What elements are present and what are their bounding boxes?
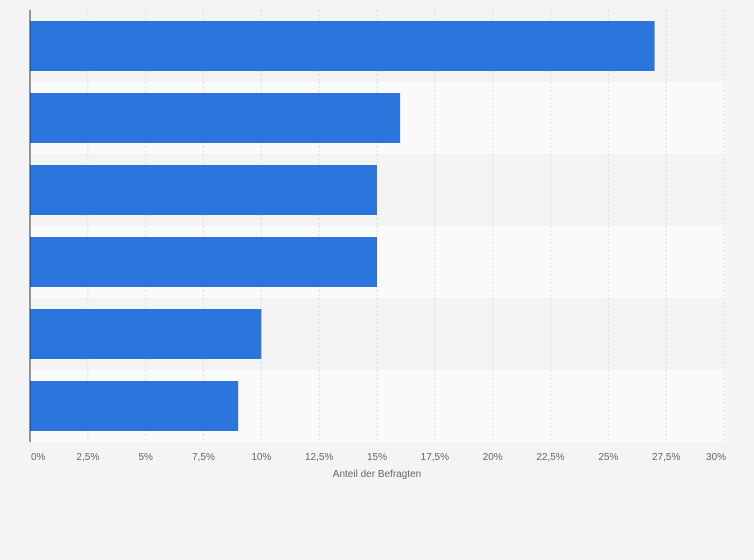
bar-3 <box>30 165 377 215</box>
x-tick-label: 25% <box>598 452 618 463</box>
x-tick-label: 10% <box>251 452 271 463</box>
x-tick-label: 12,5% <box>305 452 333 463</box>
row-bands <box>30 10 726 442</box>
x-tick-label: 5% <box>138 452 153 463</box>
x-tick-label: 20% <box>483 452 503 463</box>
x-tick-label: 0% <box>31 452 46 463</box>
bar-4 <box>30 237 377 287</box>
bar-1 <box>30 21 655 71</box>
x-tick-label: 7,5% <box>192 452 215 463</box>
x-tick-label: 27,5% <box>652 452 680 463</box>
vertical-gridlines <box>87 10 725 442</box>
x-tick-label: 17,5% <box>421 452 449 463</box>
bar-2 <box>30 93 401 143</box>
x-axis-title: Anteil der Befragten <box>333 469 421 480</box>
x-tick-label: 15% <box>367 452 387 463</box>
x-tick-label: 30% <box>706 452 726 463</box>
bars <box>30 21 655 431</box>
x-tick-label: 2,5% <box>76 452 99 463</box>
x-tick-label: 22,5% <box>536 452 564 463</box>
bar-6 <box>30 381 239 431</box>
bar-5 <box>30 309 262 359</box>
x-axis-tick-labels: 0% 2,5% 5% 7,5% 10% 12,5% 15% 17,5% 20% 22,5% 25% 2… <box>31 452 726 463</box>
